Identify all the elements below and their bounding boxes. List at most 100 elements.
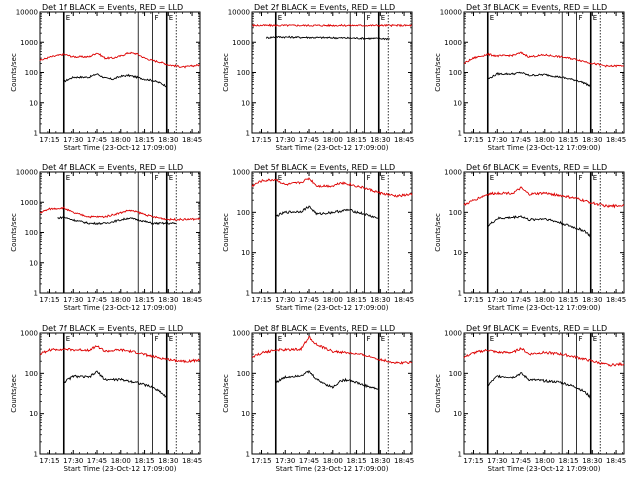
y-axis-label: Counts/sec [222,53,230,92]
x-axis-label: Start Time (23-Oct-12 17:09:00) [276,144,389,152]
x-tick-label: 18:00 [535,457,555,465]
x-tick-label: 18:30 [158,457,178,465]
x-tick-label: 18:45 [394,136,414,144]
plot-frame [463,171,625,294]
x-tick-label: 18:30 [158,136,178,144]
marker-flag-label: F [154,335,158,343]
x-tick-label: 18:30 [370,136,390,144]
detector-panel-2: Det 2f BLACK = Events, RED = LLD 1 10 100 10… [222,3,414,152]
detector-panel-5: Det 5f BLACK = Events, RED = LLD 1 10 100 10… [222,163,414,312]
y-tick-label: 1000 [20,330,38,338]
plot-frame [251,332,413,455]
y-tick-label: 100 [237,370,250,378]
x-tick-label: 18:45 [394,296,414,304]
plot-frame [39,332,201,455]
y-tick-label: 1 [246,290,250,298]
y-tick-label: 1 [458,451,462,459]
x-tick-label: 17:45 [299,136,319,144]
detector-panel-3: Det 3f BLACK = Events, RED = LLD 1 10 100 10… [434,3,626,152]
lld-series-line [463,346,625,367]
x-axis-label: Start Time (23-Oct-12 17:09:00) [488,465,601,473]
y-tick-label: 100 [449,209,462,217]
x-tick-label: 18:45 [394,457,414,465]
x-tick-label: 18:45 [606,457,626,465]
y-tick-label: 1 [246,130,250,138]
y-tick-label: 1000 [444,169,462,177]
panel-title: Det 7f BLACK = Events, RED = LLD [42,324,183,333]
panel-title: Det 9f BLACK = Events, RED = LLD [466,324,607,333]
x-tick-label: 17:15 [251,136,271,144]
y-tick-label: 1 [34,130,38,138]
marker-flag-label: E [278,14,282,22]
marker-flag-label: E [593,335,597,343]
marker-flag-label: F [578,174,582,182]
marker-flag-label: E [169,335,173,343]
y-tick-label: 10 [29,410,38,418]
y-tick-label: 10 [29,259,38,267]
x-axis-label: Start Time (23-Oct-12 17:09:00) [64,144,177,152]
events-series-line [275,205,379,219]
x-tick-label: 18:00 [323,296,343,304]
x-tick-label: 17:30 [487,457,507,465]
marker-flag-label: E [278,174,282,182]
x-tick-label: 18:15 [134,457,154,465]
x-tick-label: 18:15 [346,296,366,304]
y-tick-label: 100 [237,69,250,77]
x-tick-label: 18:45 [606,296,626,304]
marker-flag-label: E [593,14,597,22]
panel-title: Det 5f BLACK = Events, RED = LLD [254,163,395,172]
marker-flag-label: E [169,174,173,182]
marker-flag-label: E [66,174,70,182]
y-tick-label: 1000 [444,39,462,47]
y-tick-label: 10000 [16,169,38,177]
marker-flag-label: F [366,335,370,343]
x-tick-label: 17:15 [251,457,271,465]
detector-panel-9: Det 9f BLACK = Events, RED = LLD 1 10 100 10… [434,324,626,473]
events-series-line [265,35,390,41]
marker-flag-label: E [381,174,385,182]
x-tick-label: 18:15 [558,296,578,304]
marker-flag-label: E [490,14,494,22]
panel-title: Det 6f BLACK = Events, RED = LLD [466,163,607,172]
x-axis-label: Start Time (23-Oct-12 17:09:00) [276,304,389,312]
lld-series-line [251,23,413,28]
y-axis-label: Counts/sec [10,53,18,92]
x-tick-label: 17:30 [275,136,295,144]
y-tick-label: 1 [458,130,462,138]
x-tick-label: 17:15 [463,136,483,144]
x-axis-label: Start Time (23-Oct-12 17:09:00) [488,144,601,152]
lld-series-line [39,51,201,69]
x-axis-label: Start Time (23-Oct-12 17:09:00) [64,465,177,473]
x-tick-label: 18:00 [111,296,131,304]
marker-flag-label: E [66,14,70,22]
x-tick-label: 17:30 [275,296,295,304]
x-tick-label: 17:30 [63,296,83,304]
x-tick-label: 17:30 [63,457,83,465]
y-tick-label: 10000 [16,9,38,17]
events-series-line [487,215,591,238]
x-tick-label: 18:00 [323,136,343,144]
x-tick-label: 18:30 [370,457,390,465]
plot-frame [463,332,625,455]
x-tick-label: 18:45 [182,457,202,465]
x-tick-label: 17:45 [87,296,107,304]
y-tick-label: 1 [246,451,250,459]
x-tick-label: 17:15 [463,296,483,304]
x-tick-label: 18:45 [182,296,202,304]
lld-series-line [251,177,413,198]
y-tick-label: 1 [458,290,462,298]
y-tick-label: 1000 [232,39,250,47]
y-tick-label: 10000 [228,9,250,17]
detector-panel-1: Det 1f BLACK = Events, RED = LLD 1 10 100 10… [10,3,202,152]
x-tick-label: 17:45 [299,296,319,304]
x-axis-label: Start Time (23-Oct-12 17:09:00) [64,304,177,312]
events-series-line [63,73,167,88]
marker-flag-label: E [66,335,70,343]
x-tick-label: 17:30 [275,457,295,465]
x-tick-label: 17:45 [87,136,107,144]
marker-flag-label: E [593,174,597,182]
marker-flag-label: F [578,14,582,22]
x-axis-label: Start Time (23-Oct-12 17:09:00) [488,304,601,312]
x-tick-label: 18:15 [134,136,154,144]
